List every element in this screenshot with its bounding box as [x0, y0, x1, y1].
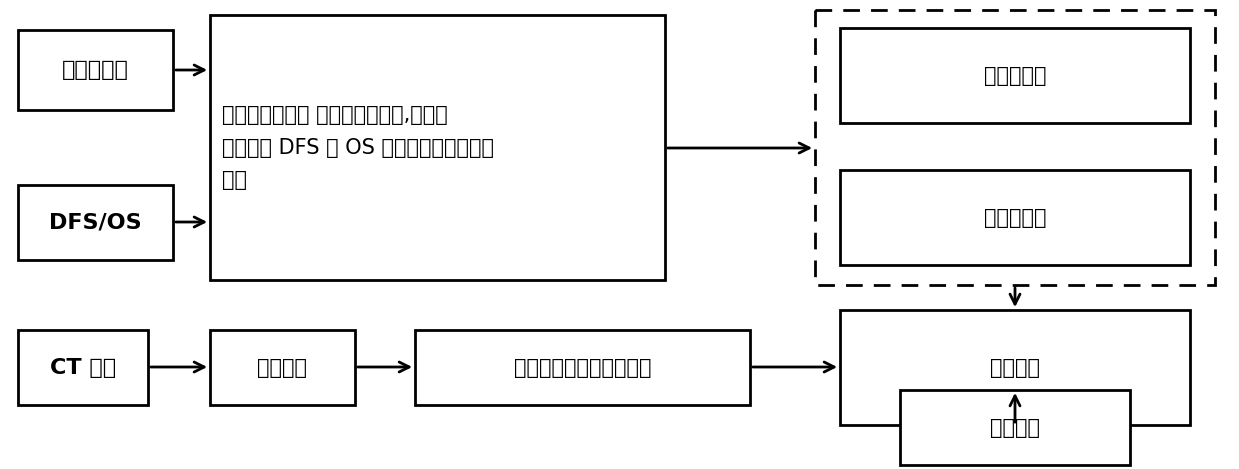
Text: 免疫标记物: 免疫标记物 [62, 60, 129, 80]
Bar [900, 390, 1130, 465]
Bar [840, 28, 1189, 123]
Text: 高免疫状态: 高免疫状态 [984, 66, 1046, 85]
Bar [840, 170, 1189, 265]
Bar [209, 330, 356, 405]
Bar [209, 15, 665, 280]
Text: 训练模型: 训练模型 [990, 357, 1040, 378]
Text: CT 图像: CT 图像 [50, 357, 116, 378]
Text: 肿瘤分割: 肿瘤分割 [258, 357, 307, 378]
Bar [19, 185, 173, 260]
Bar [19, 30, 173, 110]
Text: 低免疫状态: 低免疫状态 [984, 207, 1046, 227]
Text: 利用免疫标记物 计算出免疫评分,根据免
疫评分与 DFS 和 OS 之间的关系得到免疫
状态: 利用免疫标记物 计算出免疫评分,根据免 疫评分与 DFS 和 OS 之间的关系得… [222, 105, 494, 190]
Bar [19, 330, 147, 405]
Bar [415, 330, 750, 405]
Bar [840, 310, 1189, 425]
Text: DFS/OS: DFS/OS [50, 212, 141, 233]
Text: 验证模型: 验证模型 [990, 417, 1040, 438]
Bar [815, 10, 1215, 285]
Text: 影像组学特征提取与筛选: 影像组学特征提取与筛选 [514, 357, 652, 378]
